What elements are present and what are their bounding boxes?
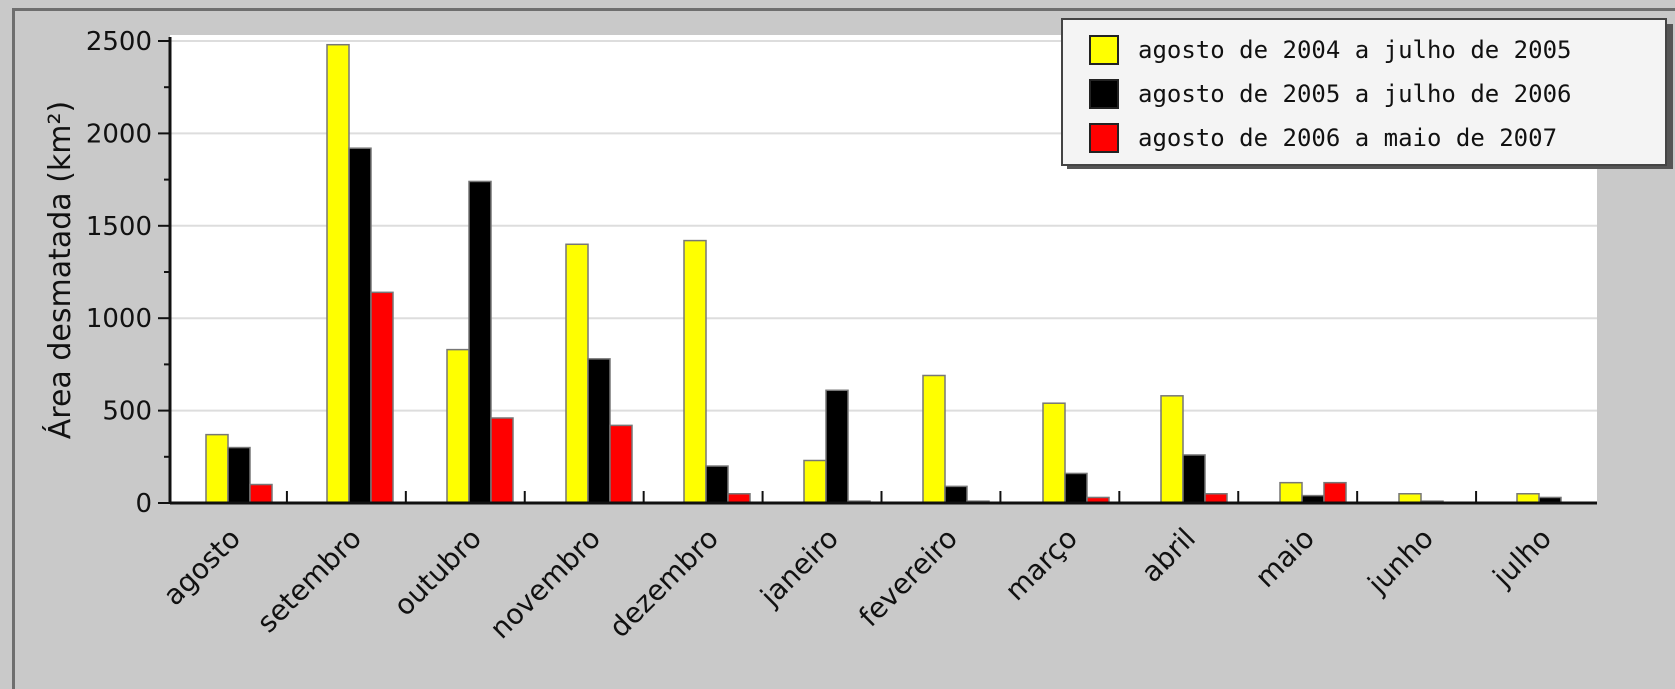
y-tick-label: 1000 — [86, 304, 152, 334]
legend-label-2007: agosto de 2006 a maio de 2007 — [1138, 124, 1557, 152]
x-category-label: abril — [1135, 522, 1202, 589]
bar-setembro-series-1 — [326, 43, 350, 504]
bar-janeiro-series-1 — [803, 459, 827, 504]
legend-swatch-2007 — [1089, 123, 1119, 153]
bar-janeiro-series-2 — [825, 389, 849, 504]
y-tick-label: 500 — [102, 397, 152, 427]
axes — [168, 37, 1597, 505]
x-category-label: setembro — [250, 522, 367, 639]
legend-label-2005: agosto de 2004 a julho de 2005 — [1138, 36, 1571, 64]
bar-fevereiro-series-2 — [944, 485, 968, 504]
legend-box — [1061, 18, 1667, 166]
x-category-label: junho — [1361, 522, 1440, 601]
bar-agosto-series-2 — [227, 446, 251, 504]
legend-swatch-2005 — [1089, 35, 1119, 65]
bar-fevereiro-series-1 — [922, 374, 946, 504]
x-category-label: maio — [1249, 522, 1321, 594]
bar-outubro-series-3 — [490, 417, 514, 504]
y-tick-label: 2500 — [86, 27, 152, 57]
x-category-label: janeiro — [753, 522, 845, 614]
x-category-label: março — [998, 522, 1083, 607]
bar-outubro-series-1 — [446, 348, 470, 504]
x-category-label: outubro — [387, 522, 488, 623]
bar-março-series-1 — [1042, 402, 1066, 504]
bars — [205, 43, 1562, 504]
bar-outubro-series-2 — [468, 180, 492, 504]
bar-agosto-series-3 — [249, 483, 273, 504]
y-axis-label: Área desmatada (km²) — [42, 101, 78, 439]
bar-agosto-series-1 — [205, 433, 229, 504]
x-category-label: fevereiro — [852, 522, 964, 634]
x-category-label: julho — [1486, 522, 1558, 594]
bar-dezembro-series-1 — [683, 239, 707, 504]
x-category-label: dezembro — [603, 522, 725, 644]
bar-setembro-series-3 — [370, 291, 394, 504]
bar-maio-series-3 — [1323, 481, 1347, 504]
bar-dezembro-series-2 — [705, 465, 729, 504]
bar-novembro-series-2 — [587, 358, 611, 504]
legend: agosto de 2004 a julho de 2005 agosto de… — [1061, 18, 1673, 169]
bar-abril-series-2 — [1182, 454, 1206, 504]
chart-frame — [12, 8, 1675, 689]
y-axis-ticks: 0 500 1000 1500 2000 2500 — [86, 27, 170, 519]
bar-setembro-series-2 — [348, 147, 372, 504]
bar-novembro-series-3 — [609, 424, 633, 504]
bar-novembro-series-1 — [565, 243, 589, 504]
legend-swatch-2006 — [1089, 79, 1119, 109]
x-category-label: agosto — [157, 522, 247, 612]
y-tick-label: 0 — [135, 489, 152, 519]
bar-abril-series-1 — [1160, 395, 1184, 504]
y-tick-label: 1500 — [86, 212, 152, 242]
x-category-label: novembro — [483, 522, 607, 646]
y-tick-label: 2000 — [86, 119, 152, 149]
bar-maio-series-1 — [1279, 481, 1303, 504]
bar-março-series-2 — [1064, 472, 1088, 504]
legend-label-2006: agosto de 2005 a julho de 2006 — [1138, 80, 1571, 108]
